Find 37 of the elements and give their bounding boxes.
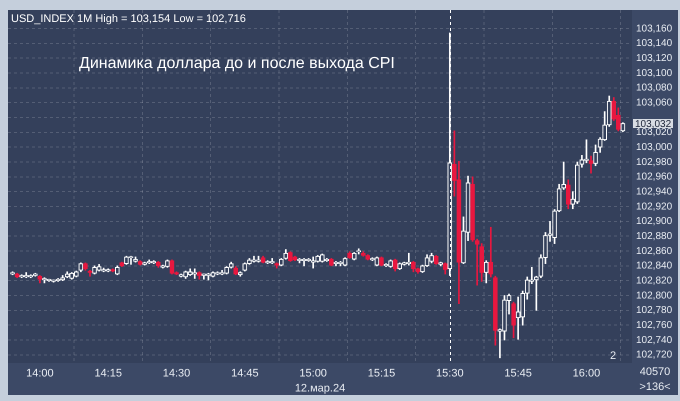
y-tick-label: 102,760 bbox=[636, 320, 673, 331]
chart-subtitle: USD_INDEX 1M High = 103,154 Low = 102,716 bbox=[11, 13, 246, 25]
x-tick-label: 14:15 bbox=[94, 368, 122, 380]
y-tick-label: 103,140 bbox=[636, 38, 673, 50]
text: Динамика доллара до и после выхода CPI bbox=[79, 55, 395, 72]
y-tick-label: 102,960 bbox=[636, 172, 673, 183]
x-tick-label: 15:00 bbox=[299, 368, 327, 380]
x-tick-label: 15:45 bbox=[504, 368, 532, 380]
y-tick-label: 102,740 bbox=[636, 334, 673, 346]
y-tick-label: 102,880 bbox=[636, 230, 673, 242]
y-tick-label: 103,120 bbox=[636, 52, 673, 64]
y-tick-label: 102,840 bbox=[636, 260, 673, 272]
y-tick-label: 103,100 bbox=[636, 68, 673, 79]
candlestick bbox=[588, 156, 594, 174]
y-tick-label: 102,860 bbox=[636, 246, 673, 257]
y-tick-label: 103,160 bbox=[636, 23, 673, 34]
y-tick-label: 102,920 bbox=[636, 201, 673, 212]
x-tick-label: 14:45 bbox=[231, 368, 259, 380]
y-tick-label: 102,940 bbox=[636, 186, 673, 198]
y-tick-label: 102,980 bbox=[636, 156, 673, 168]
y-tick-label: 103,080 bbox=[636, 82, 673, 94]
text: >136< bbox=[639, 381, 671, 393]
y-tick-label: 102,720 bbox=[636, 350, 673, 361]
y-tick-label: 102,900 bbox=[636, 216, 673, 228]
x-tick-label: 14:30 bbox=[162, 368, 190, 380]
y-tick-label: 103,000 bbox=[636, 142, 673, 153]
annotation: 2 bbox=[610, 350, 616, 362]
x-tick-label: 15:30 bbox=[436, 368, 464, 380]
text: 40570 bbox=[640, 366, 670, 378]
x-tick-label: 15:15 bbox=[368, 368, 396, 380]
y-tick-label: 102,780 bbox=[636, 305, 673, 316]
y-tick-label: 103,060 bbox=[636, 97, 673, 108]
x-tick-label: 14:00 bbox=[26, 368, 54, 380]
x-tick-label: 16:00 bbox=[572, 368, 600, 380]
y-tick-label: 102,800 bbox=[636, 290, 673, 302]
x-axis-title: 12.мар.24 bbox=[294, 382, 346, 394]
y-tick-label: 102,820 bbox=[636, 275, 673, 286]
